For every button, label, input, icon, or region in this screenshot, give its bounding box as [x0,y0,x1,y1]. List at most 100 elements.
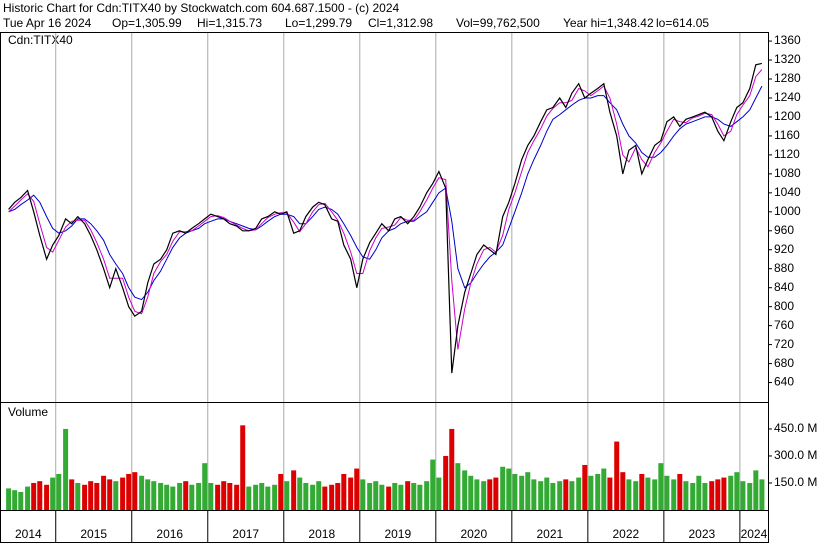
volume-bar [550,482,556,510]
volume-bar [664,475,670,510]
volume-bar [265,486,271,510]
y-tick-label: 760 [774,318,794,332]
volume-bar [221,481,227,510]
x-tick-label: 2016 [156,527,183,541]
x-tick-label: 2017 [232,527,259,541]
volume-bar [329,484,335,510]
y-tick-label: 920 [774,242,794,256]
volume-bar [569,481,575,510]
volume-bar [208,482,214,510]
volume-bar [348,477,354,510]
quote-field: Year hi=1,348.42 [563,16,654,30]
volume-bar [614,441,620,510]
volume-bar [37,481,43,510]
volume-bar [284,481,290,510]
volume-bar [493,477,499,510]
volume-bar [487,479,493,510]
volume-bar [468,475,474,510]
volume-bar [82,484,88,510]
volume-bar [620,472,626,510]
volume-bar [544,477,550,510]
y-tick-label: 720 [774,337,794,351]
volume-bar [747,482,753,510]
y-tick-label: 1320 [774,52,801,66]
symbol-label: Cdn:TITX40 [8,33,73,47]
volume-bar [386,486,392,510]
volume-bar [392,482,398,510]
y-tick-label: 450.0 M [774,421,817,435]
volume-bar [63,428,69,510]
volume-bar [626,479,632,510]
volume-bar [246,486,252,510]
volume-bar [462,470,468,510]
x-tick-label: 2022 [612,527,639,541]
volume-label: Volume [8,405,48,419]
volume-bar [398,484,404,510]
volume-bar [500,466,506,510]
y-tick-label: 840 [774,280,794,294]
volume-bar [512,473,518,510]
y-tick-label: 960 [774,223,794,237]
volume-bar [120,477,126,510]
y-tick-label: 1200 [774,109,801,123]
volume-bar [721,477,727,510]
quote-field: Vol=99,762,500 [456,16,540,30]
volume-bar [164,484,170,510]
y-tick-label: 640 [774,375,794,389]
x-tick-label: 2020 [460,527,487,541]
y-tick-label: 680 [774,356,794,370]
volume-bar [189,484,195,510]
volume-bar [639,473,645,510]
volume-bar [75,482,81,510]
volume-bar [367,482,373,510]
x-tick-label: 2018 [308,527,335,541]
volume-bar [683,481,689,510]
volume-bar [310,484,316,510]
header-title: Historic Chart for Cdn:TITX40 by Stockwa… [3,1,400,15]
volume-bar [360,479,366,510]
volume-bar [158,482,164,510]
volume-bar [538,481,544,510]
volume-bar [734,472,740,510]
volume-bar [759,479,765,510]
volume-bar [240,425,246,510]
volume-bar [139,475,145,510]
y-tick-label: 1120 [774,147,800,161]
volume-bar [341,473,347,510]
quote-field: Cl=1,312.98 [368,16,433,30]
volume-bar [588,475,594,510]
y-tick-label: 1040 [774,185,801,199]
quote-field: Lo=1,299.79 [285,16,352,30]
x-tick-label: 2015 [80,527,107,541]
volume-bar [582,464,588,510]
price-panel [0,32,769,403]
volume-bar [455,463,461,510]
volume-bar [113,481,119,510]
y-tick-label: 1360 [774,33,801,47]
volume-bar [107,479,113,510]
volume-bar [563,479,569,510]
volume-bar [151,481,157,510]
price-line [8,85,763,301]
volume-bar [31,482,37,510]
volume-bar [183,481,189,510]
y-tick-label: 150.0 M [774,475,817,489]
volume-bar [170,486,176,510]
volume-bar [25,486,31,510]
header-date: Tue Apr 16 2024 [3,16,92,30]
volume-bar [278,473,284,510]
volume-bar [411,482,417,510]
volume-bar [405,481,411,510]
volume-bar [291,470,297,510]
volume-bar [12,490,18,510]
volume-bar [379,484,385,510]
volume-bar [101,475,107,510]
volume-bar [702,482,708,510]
quote-field: lo=614.05 [656,16,709,30]
volume-bar [253,484,259,510]
volume-bar [6,488,12,510]
volume-bar [145,479,151,510]
volume-bar [417,484,423,510]
volume-bar [50,477,56,510]
